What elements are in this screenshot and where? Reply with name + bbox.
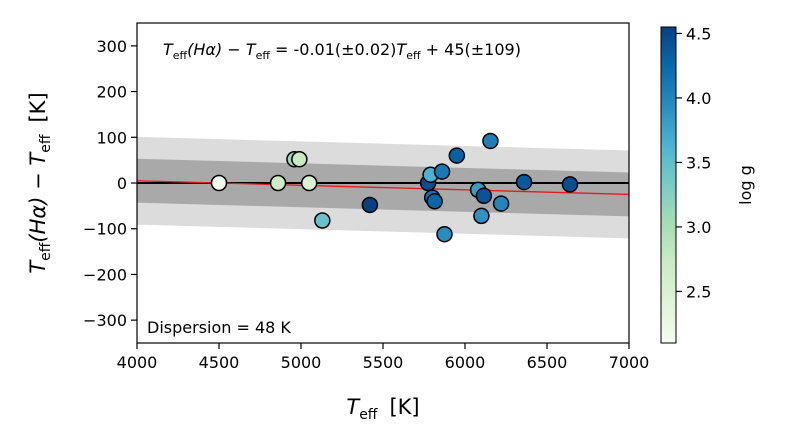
eq-t3: T xyxy=(396,40,407,59)
data-point xyxy=(448,147,466,164)
x-axis-label: Teff [K] xyxy=(346,395,419,423)
eq-t2: T xyxy=(246,40,257,59)
colorbar-tick-label: 4.0 xyxy=(686,89,711,108)
ylabel-t1: T xyxy=(26,259,50,274)
colorbar-tick-label: 2.5 xyxy=(686,282,711,301)
eq-rest2: + 45(±109) xyxy=(421,40,521,59)
y-tick-label: 200 xyxy=(96,83,127,102)
colorbar-tick-label: 4.5 xyxy=(686,24,711,43)
xlabel-sub: eff xyxy=(359,407,378,423)
data-point xyxy=(561,176,579,193)
scatter-points xyxy=(210,132,579,243)
ylabel-t2: T xyxy=(26,151,50,166)
x-tick-label: 7000 xyxy=(609,353,650,372)
data-point xyxy=(361,196,379,214)
colorbar-tick-label: 3.0 xyxy=(686,218,711,237)
y-tick-label: 300 xyxy=(96,37,127,56)
eq-paren: (Hα) − xyxy=(187,40,246,59)
dispersion-label: Dispersion = 48 K xyxy=(147,318,291,337)
x-tick-label: 5500 xyxy=(363,353,404,372)
eq-s2: eff xyxy=(256,49,271,62)
eq-s1: eff xyxy=(173,49,188,62)
y-axis-label: Teff(Hα) − Teff[K] xyxy=(26,92,54,273)
x-tick-label: 5000 xyxy=(281,353,322,372)
data-point xyxy=(482,132,499,150)
data-point xyxy=(492,195,510,212)
data-point xyxy=(515,173,533,191)
data-point xyxy=(475,187,493,205)
fit-equation: Teff(Hα) − Teff = -0.01(±0.02)Teff + 45(… xyxy=(163,40,521,62)
ylabel-s1: eff xyxy=(38,242,54,261)
colorbar-axis: 2.5 3.0 3.5 4.0 4.5 xyxy=(676,24,711,301)
data-point xyxy=(291,150,308,168)
x-tick-label: 4500 xyxy=(199,353,240,372)
data-point xyxy=(433,163,451,180)
data-point xyxy=(426,193,443,210)
y-tick-label: 0 xyxy=(117,174,127,193)
data-point xyxy=(314,212,331,229)
xlabel-unit: [K] xyxy=(389,395,419,419)
eq-rest1: = -0.01(±0.02) xyxy=(270,40,397,59)
x-tick-label: 6500 xyxy=(527,353,568,372)
eq-t1: T xyxy=(163,40,174,59)
y-tick-label: −200 xyxy=(83,265,127,284)
eq-s3: eff xyxy=(406,49,421,62)
y-tick-label: −300 xyxy=(83,311,127,330)
ylabel-paren: (Hα) − xyxy=(26,166,50,243)
y-axis: −300 −200 −100 0 100 200 300 xyxy=(83,37,137,330)
y-tick-label: 100 xyxy=(96,128,127,147)
data-point xyxy=(210,174,228,192)
y-tick-label: −100 xyxy=(83,220,127,239)
x-tick-label: 6000 xyxy=(445,353,486,372)
colorbar xyxy=(660,26,677,344)
ylabel-s2: eff xyxy=(38,134,54,153)
colorbar-label-text: log g xyxy=(736,165,755,205)
data-point xyxy=(436,225,453,243)
data-point xyxy=(269,174,287,192)
ylabel-unit: [K] xyxy=(26,92,50,122)
xlabel-main: T xyxy=(346,395,361,419)
data-point xyxy=(300,174,318,192)
x-tick-label: 4000 xyxy=(117,353,158,372)
x-axis: 4000 4500 5000 5500 6000 6500 7000 xyxy=(117,343,650,372)
data-point xyxy=(473,207,490,225)
colorbar-tick-label: 3.5 xyxy=(686,153,711,172)
colorbar-label: log g xyxy=(736,165,755,205)
